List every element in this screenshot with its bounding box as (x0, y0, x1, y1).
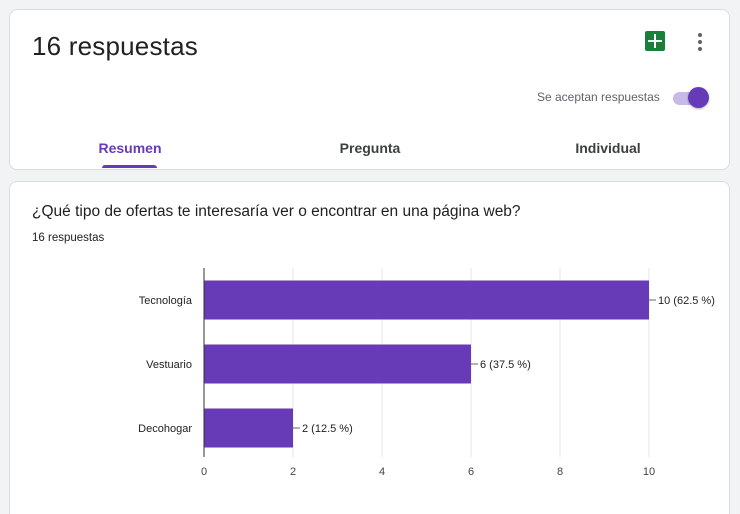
tab-resumen[interactable]: Resumen (95, 130, 165, 170)
google-sheets-icon[interactable] (645, 31, 665, 51)
question-summary-card: ¿Qué tipo de ofertas te interesaría ver … (9, 181, 730, 514)
tab-pregunta-label: Pregunta (339, 140, 401, 156)
data-label-1: 6 (37.5 %) (480, 359, 531, 371)
x-tick-label-3: 6 (468, 466, 474, 478)
tab-pregunta[interactable]: Pregunta (335, 130, 405, 170)
toggle-knob (688, 87, 709, 108)
x-tick-label-0: 0 (201, 466, 207, 478)
summary-header-card: 16 respuestas Se aceptan respuestas Resu… (9, 9, 730, 170)
category-label-0: Tecnología (139, 295, 193, 307)
bar-2 (204, 408, 293, 448)
question-title: ¿Qué tipo de ofertas te interesaría ver … (32, 203, 521, 220)
bar-1 (204, 344, 471, 384)
x-tick-label-1: 2 (290, 466, 296, 478)
accept-responses-toggle[interactable] (671, 87, 709, 109)
tab-individual-label: Individual (575, 140, 641, 156)
bar-0 (204, 280, 649, 320)
category-label-2: Decohogar (138, 423, 192, 435)
page-title: 16 respuestas (32, 31, 198, 61)
tab-resumen-label: Resumen (98, 140, 162, 156)
category-label-1: Vestuario (146, 359, 192, 371)
x-tick-label-2: 4 (379, 466, 385, 478)
data-label-2: 2 (12.5 %) (302, 423, 353, 435)
active-tab-indicator (102, 165, 157, 168)
question-response-count: 16 respuestas (32, 232, 105, 244)
bar-chart: Tecnología 10 (62.5 %) Vestuario 6 (37.5 %)… (138, 268, 715, 478)
x-tick-label-5: 10 (643, 466, 655, 478)
tab-individual[interactable]: Individual (573, 130, 643, 170)
x-tick-label-4: 8 (557, 466, 563, 478)
data-label-0: 10 (62.5 %) (658, 295, 715, 307)
accept-responses-label: Se aceptan respuestas (537, 90, 660, 104)
more-vert-icon[interactable] (690, 30, 710, 54)
